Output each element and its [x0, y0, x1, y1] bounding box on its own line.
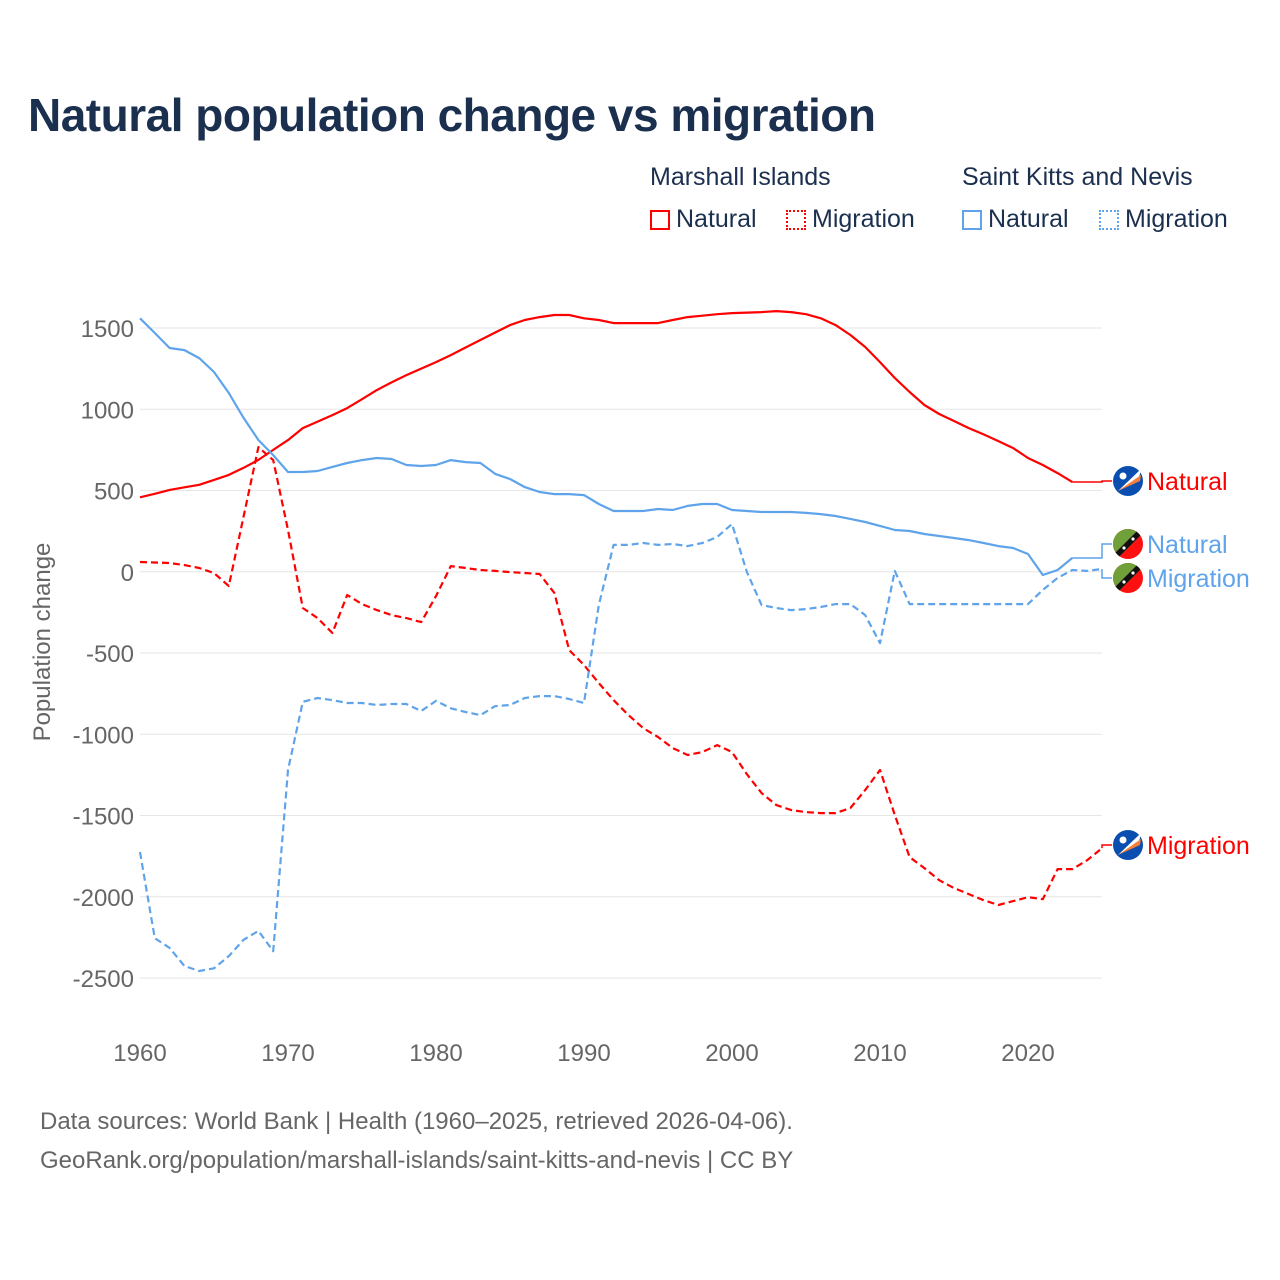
y-tick-label: 0: [121, 560, 134, 587]
y-tick-label: -1000: [73, 722, 134, 749]
y-tick-label: -1500: [73, 804, 134, 831]
end-label-connector: [1072, 543, 1112, 559]
end-label-connector: [1072, 480, 1112, 483]
legend-item-kn-migration[interactable]: Migration: [1099, 205, 1228, 234]
y-tick-label: -500: [86, 641, 134, 668]
legend-label: Natural: [988, 205, 1069, 233]
y-axis-label: Population change: [29, 543, 56, 742]
legend-label: Migration: [812, 205, 915, 233]
legend-group-marshall-islands: Marshall Islands: [650, 163, 831, 191]
x-tick-label: 2020: [1001, 1040, 1054, 1067]
marshall-islands-flag-icon: [1113, 466, 1143, 496]
marshall-islands-flag-icon: [1113, 830, 1143, 860]
y-tick-label: -2000: [73, 885, 134, 912]
series-line-3[interactable]: [138, 522, 1103, 973]
series-line-0[interactable]: [139, 310, 1073, 499]
end-label: Migration: [1147, 832, 1250, 860]
legend-label: Natural: [676, 205, 757, 233]
x-tick-label: 2010: [853, 1040, 906, 1067]
legend-item-mh-natural[interactable]: Natural: [650, 205, 757, 234]
x-tick-label: 1960: [113, 1040, 166, 1067]
saint-kitts-flag-icon: [1113, 529, 1143, 559]
end-label: Natural: [1147, 468, 1228, 496]
chart-title: Natural population change vs migration: [28, 89, 876, 141]
legend-group-saint-kitts-and-nevis: Saint Kitts and Nevis: [962, 163, 1193, 191]
legend-swatch-solid: [962, 210, 982, 230]
legend-item-kn-natural[interactable]: Natural: [962, 205, 1069, 234]
source-line-1: Data sources: World Bank | Health (1960–…: [40, 1108, 793, 1135]
end-label: Migration: [1147, 565, 1250, 593]
legend-swatch-solid: [650, 210, 670, 230]
series-line-1[interactable]: [139, 446, 1103, 907]
legend-swatch-dotted: [1099, 210, 1119, 230]
x-tick-label: 1990: [557, 1040, 610, 1067]
saint-kitts-flag-icon: [1113, 563, 1143, 593]
y-tick-label: 500: [94, 479, 134, 506]
source-line-2[interactable]: GeoRank.org/population/marshall-islands/…: [40, 1147, 794, 1174]
x-tick-label: 1980: [409, 1040, 462, 1067]
legend-item-mh-migration[interactable]: Migration: [786, 205, 915, 234]
legend-label: Migration: [1125, 205, 1228, 233]
y-tick-label: -2500: [73, 966, 134, 993]
end-label-connector: [1101, 844, 1112, 849]
legend-swatch-dotted: [786, 210, 806, 230]
series-line-2[interactable]: [139, 317, 1074, 577]
x-tick-label: 2000: [705, 1040, 758, 1067]
end-label-connector: [1101, 568, 1112, 579]
end-label: Natural: [1147, 531, 1228, 559]
y-tick-label: 1000: [81, 397, 134, 424]
y-tick-label: 1500: [81, 316, 134, 343]
x-tick-label: 1970: [261, 1040, 314, 1067]
